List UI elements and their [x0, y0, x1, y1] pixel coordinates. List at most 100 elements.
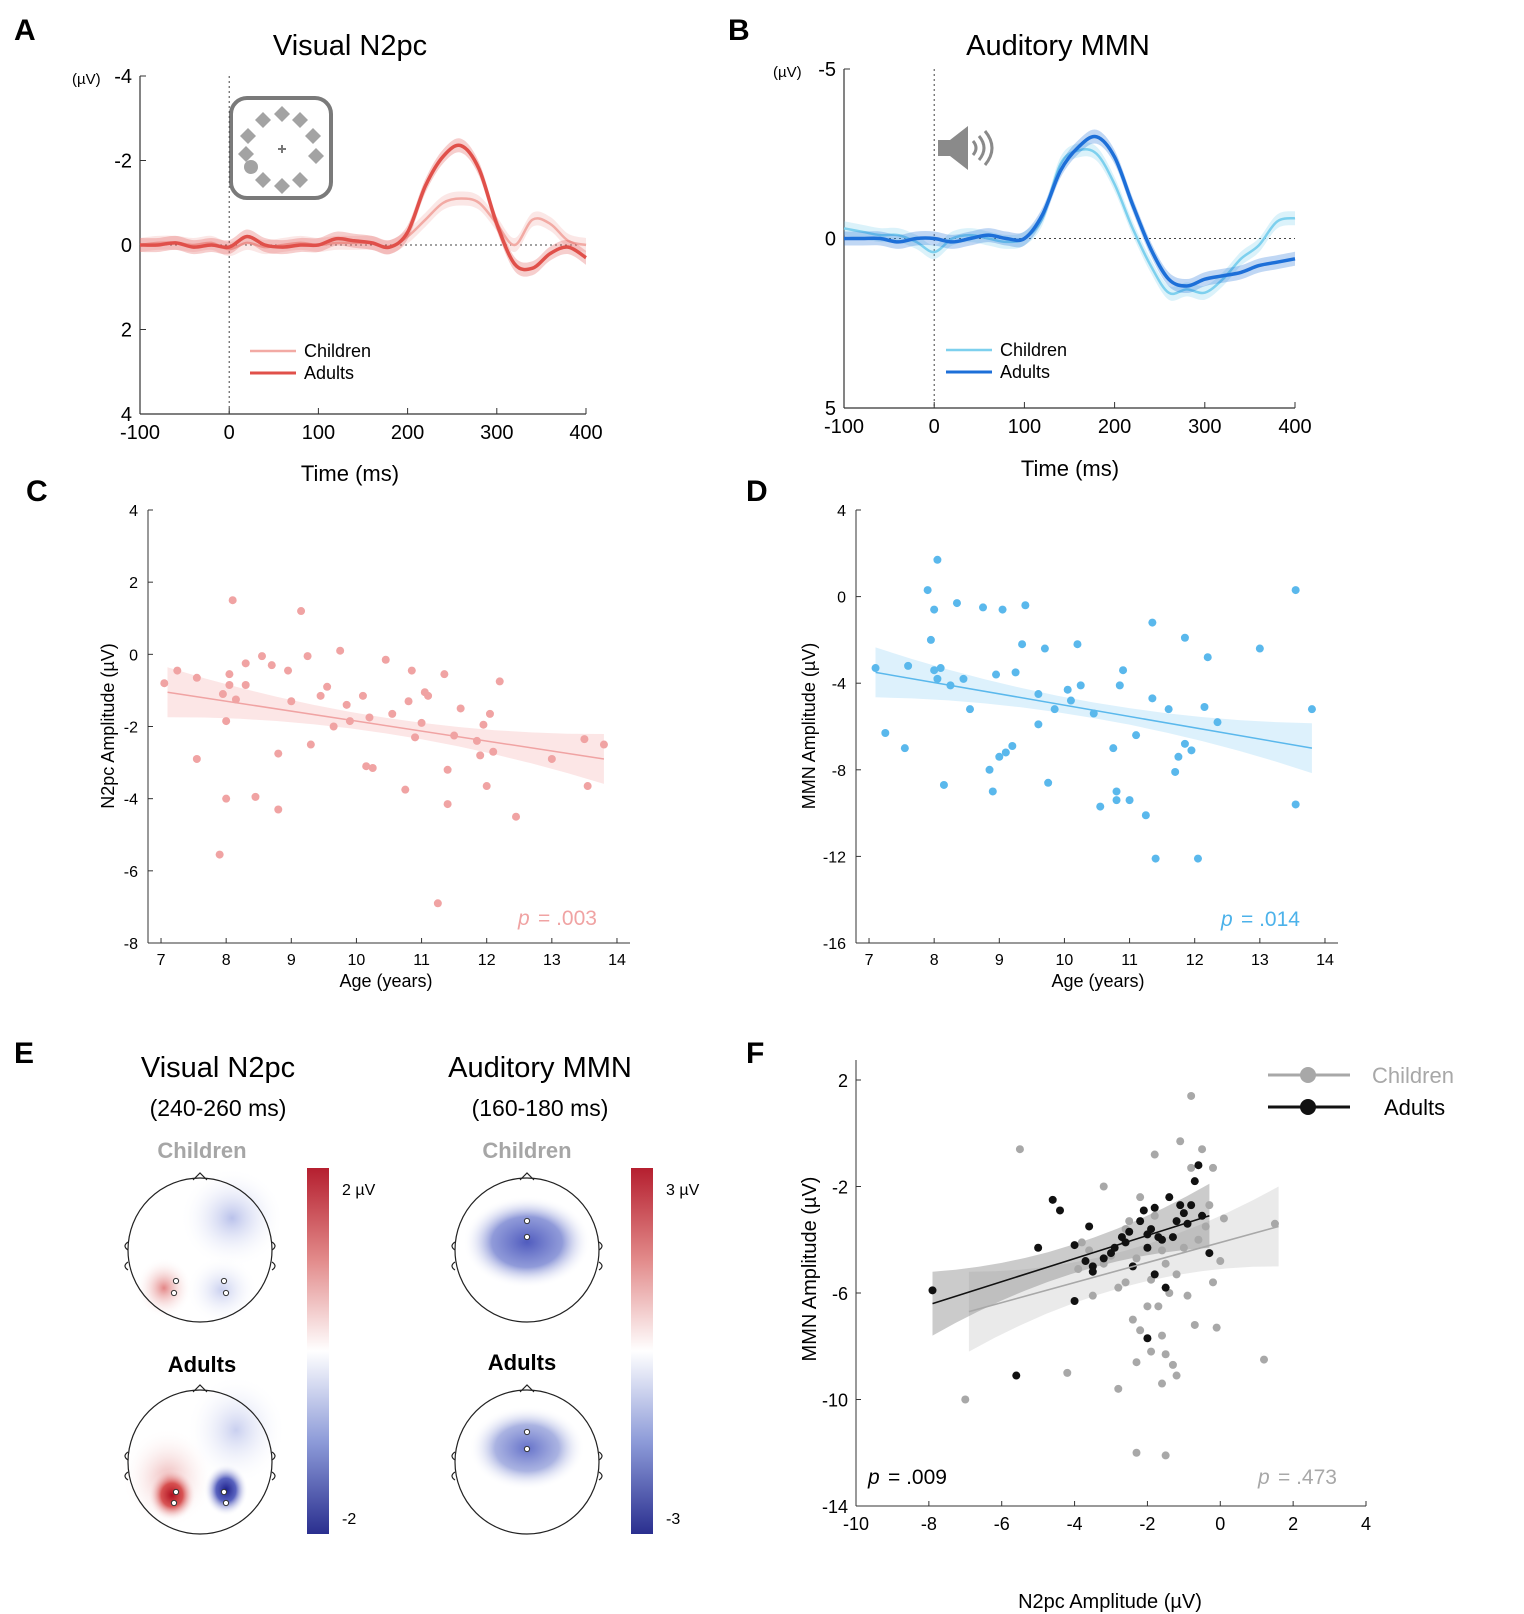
- panel-d-p-label: p: [1220, 908, 1233, 931]
- x-tick-label: 0: [929, 416, 940, 438]
- data-point: [401, 785, 410, 794]
- data-point: [472, 736, 481, 745]
- data-point-children: [1132, 1254, 1141, 1263]
- panel-d-xlabel: Age (years): [1051, 971, 1144, 991]
- data-point: [580, 735, 589, 744]
- data-point-children: [1205, 1201, 1214, 1210]
- data-point: [926, 635, 935, 644]
- data-point: [297, 607, 306, 616]
- y-tick-label: -4: [832, 676, 846, 693]
- x-tick-label: 0: [1215, 1514, 1225, 1534]
- x-tick-label: 10: [1056, 952, 1074, 969]
- y-tick-label: -4: [124, 792, 138, 809]
- data-point: [222, 794, 231, 803]
- data-point: [1109, 744, 1118, 753]
- data-point: [904, 661, 913, 670]
- x-tick-label: 10: [348, 952, 366, 969]
- y-tick-label: -2: [832, 1178, 848, 1198]
- data-point-children: [961, 1395, 970, 1404]
- y-tick-label: 4: [129, 503, 138, 520]
- y-tick-label: -6: [124, 864, 138, 881]
- panel-label-c: C: [26, 475, 48, 508]
- fit-line-adults: [932, 1215, 1210, 1305]
- x-tick-label: 12: [478, 952, 496, 969]
- data-point: [1063, 685, 1072, 694]
- data-point: [336, 646, 345, 655]
- data-point: [1200, 703, 1209, 712]
- data-point: [946, 681, 955, 690]
- data-point: [1174, 752, 1183, 761]
- panel-b-erp-plot: Auditory MMN (µV) Time (ms) -100 0 100 200 3…: [773, 30, 1312, 481]
- data-point: [1180, 633, 1189, 642]
- panel-b-title: Auditory MMN: [966, 30, 1150, 62]
- data-point-adults: [1161, 1283, 1170, 1292]
- data-point: [1050, 705, 1059, 714]
- panel-label-d: D: [746, 475, 768, 508]
- topo-col2-row1-label: Children: [482, 1138, 571, 1163]
- series-line-adults: [844, 134, 1296, 288]
- data-point: [368, 763, 377, 772]
- x-tick-label: 9: [287, 952, 296, 969]
- data-point: [1021, 601, 1030, 610]
- panel-f-p-children-label: p: [1257, 1466, 1270, 1489]
- data-point: [1291, 800, 1300, 809]
- data-point: [1044, 778, 1053, 787]
- panel-f-p-adults-label: p: [867, 1466, 880, 1489]
- data-point: [241, 681, 250, 690]
- data-point: [173, 666, 182, 675]
- data-point: [1076, 681, 1085, 690]
- data-point: [965, 705, 974, 714]
- data-point: [1040, 644, 1049, 653]
- data-point-children: [1216, 1257, 1225, 1266]
- data-point-children: [1201, 1222, 1210, 1231]
- panel-a-erp-plot: Visual N2pc (µV) Time (ms) -100 0 100 200 30…: [72, 30, 603, 486]
- x-tick-label: 14: [1316, 952, 1334, 969]
- panel-c-ylabel: N2pc Amplitude (µV): [98, 643, 118, 808]
- data-point-children: [1198, 1145, 1207, 1154]
- data-point-children: [1190, 1320, 1199, 1329]
- data-point: [1034, 720, 1043, 729]
- data-point-children: [1161, 1259, 1170, 1268]
- data-point: [1096, 802, 1105, 811]
- data-point: [583, 782, 592, 791]
- x-tick-label: 2: [1288, 1514, 1298, 1534]
- data-point: [1148, 694, 1157, 703]
- topo-col1-subtitle: (240-260 ms): [150, 1095, 287, 1121]
- fit-line: [167, 691, 605, 760]
- y-tick-label: 0: [837, 590, 846, 607]
- x-tick-label: 200: [1098, 416, 1131, 438]
- x-tick-label: -4: [1067, 1514, 1083, 1534]
- x-tick-label: -100: [824, 416, 864, 438]
- data-point-adults: [1034, 1243, 1043, 1252]
- data-point: [417, 718, 426, 727]
- series-line-adults: [139, 143, 587, 272]
- data-point: [267, 661, 276, 670]
- data-point-children: [1085, 1246, 1094, 1255]
- y-tick-label: 0: [121, 235, 132, 257]
- data-point-children: [1136, 1326, 1145, 1335]
- y-tick-label: 5: [825, 398, 836, 420]
- legend-label-adults: Adults: [1000, 362, 1050, 382]
- data-point-adults: [1190, 1177, 1199, 1186]
- data-point: [228, 596, 237, 605]
- data-point: [1164, 705, 1173, 714]
- data-point: [992, 670, 1001, 679]
- data-point: [411, 733, 420, 742]
- data-point-adults: [1070, 1241, 1079, 1250]
- data-point: [1011, 668, 1020, 677]
- y-tick-label: -14: [822, 1497, 848, 1517]
- panel-a-xlabel: Time (ms): [301, 461, 399, 486]
- speaker-icon: [938, 126, 994, 170]
- data-point-children: [1114, 1283, 1123, 1292]
- y-tick-label: -2: [114, 151, 132, 173]
- data-point: [930, 666, 939, 675]
- topo-col1-row2-label: Adults: [168, 1352, 236, 1377]
- data-point-children: [1179, 1243, 1188, 1252]
- data-point: [930, 605, 939, 614]
- data-point: [345, 717, 354, 726]
- data-point-adults: [1187, 1201, 1196, 1210]
- y-tick-label: -5: [818, 59, 836, 81]
- data-point-children: [1150, 1150, 1159, 1159]
- data-point: [988, 787, 997, 796]
- data-point: [939, 780, 948, 789]
